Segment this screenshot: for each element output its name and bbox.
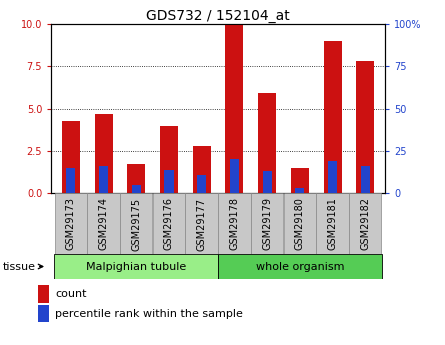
Text: tissue: tissue [3, 262, 36, 272]
Bar [197, 175, 206, 193]
Bar [132, 185, 141, 193]
Text: GSM29176: GSM29176 [164, 197, 174, 250]
Bar [38, 305, 49, 322]
Bar [258, 93, 276, 193]
Bar [38, 285, 49, 303]
Bar [87, 193, 120, 254]
Bar [66, 168, 75, 193]
Text: GSM29178: GSM29178 [230, 197, 239, 250]
Bar [94, 114, 113, 193]
Text: GSM29181: GSM29181 [328, 197, 338, 250]
Bar [218, 193, 251, 254]
Bar [62, 120, 80, 193]
Text: GSM29180: GSM29180 [295, 197, 305, 250]
Text: GDS732 / 152104_at: GDS732 / 152104_at [146, 9, 290, 23]
Bar [160, 126, 178, 193]
Bar [291, 168, 309, 193]
Text: whole organism: whole organism [255, 262, 344, 272]
Text: GSM29182: GSM29182 [360, 197, 370, 250]
Bar [54, 254, 218, 279]
Bar [349, 193, 381, 254]
Bar [186, 193, 218, 254]
Bar [226, 24, 243, 193]
Text: GSM29179: GSM29179 [262, 197, 272, 250]
Text: Malpighian tubule: Malpighian tubule [86, 262, 186, 272]
Text: GSM29177: GSM29177 [197, 197, 206, 250]
Text: GSM29174: GSM29174 [98, 197, 109, 250]
Bar [324, 41, 342, 193]
Bar [153, 193, 185, 254]
Bar [55, 193, 87, 254]
Bar [356, 61, 374, 193]
Bar [361, 166, 370, 193]
Bar [99, 166, 108, 193]
Bar [127, 165, 145, 193]
Bar [328, 161, 337, 193]
Bar [230, 159, 239, 193]
Text: percentile rank within the sample: percentile rank within the sample [56, 308, 243, 318]
Bar [283, 193, 316, 254]
Text: GSM29175: GSM29175 [131, 197, 141, 250]
Bar [251, 193, 283, 254]
Bar [263, 171, 272, 193]
Bar [295, 188, 304, 193]
Bar [120, 193, 153, 254]
Bar [164, 169, 174, 193]
Bar [193, 146, 210, 193]
Text: GSM29173: GSM29173 [66, 197, 76, 250]
Bar [218, 254, 382, 279]
Text: count: count [56, 289, 87, 299]
Bar [316, 193, 349, 254]
